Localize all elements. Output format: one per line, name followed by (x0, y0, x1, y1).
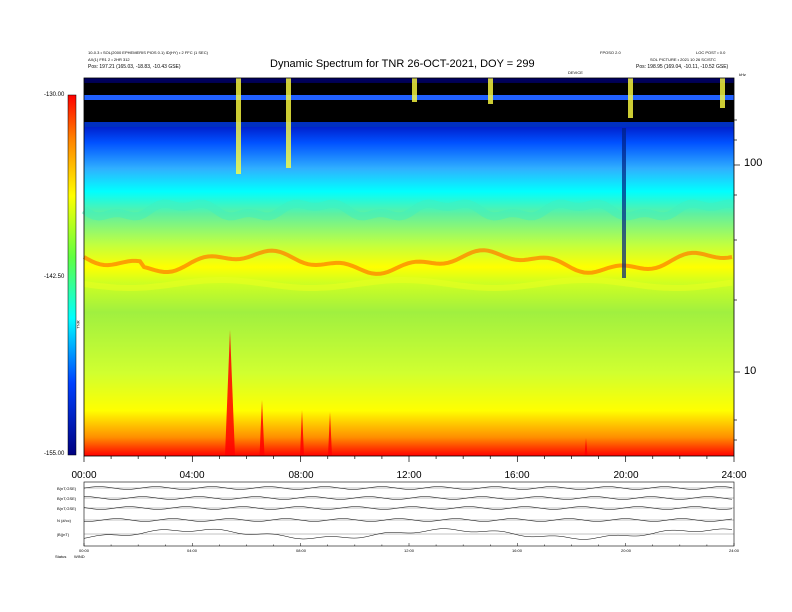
x-tick-label: 04:00 (179, 470, 205, 481)
blue-band (84, 95, 734, 100)
header-position-left: Pos: 197.21 (165.03, -18.83, -10.43 GSE) (88, 64, 181, 70)
bottom-x-tick-label: 08:00 (295, 548, 307, 553)
bottom-x-tick-label: 16:00 (511, 548, 523, 553)
burst-feature (488, 78, 493, 104)
panel-label: |B|(nT) (57, 532, 70, 537)
panel-series-line (84, 496, 733, 500)
x-tick-label: 24:00 (721, 470, 747, 481)
colorbar-tick-label: -155.00 (44, 451, 65, 457)
red-spike (328, 412, 332, 456)
status-value: WIND (74, 554, 85, 559)
red-spike (300, 410, 304, 456)
colorbar-gradient (68, 95, 76, 455)
header-position-right: Pos: 198.95 (169.04, -10.11, -10.52 GSE) (636, 64, 729, 70)
status-label: Status (55, 554, 67, 559)
panel-series-line (83, 486, 733, 490)
dark-streak (622, 128, 626, 278)
x-tick-label: 20:00 (613, 470, 639, 481)
burst-feature (628, 78, 633, 118)
bottom-x-tick-label: 12:00 (403, 548, 415, 553)
burst-feature (720, 78, 725, 108)
x-tick-label: 00:00 (71, 470, 97, 481)
bottom-x-tick-label: 04:00 (186, 548, 198, 553)
x-tick-label: 16:00 (504, 470, 530, 481)
bottom-x-tick-label: 24:00 (728, 548, 740, 553)
spectrogram-layer (81, 78, 735, 456)
red-spike (584, 438, 588, 456)
header-info-right-2: SOL PICTURE • 2021 10 26 SC/STC (650, 57, 716, 62)
panel-series-line (83, 528, 733, 540)
header-info-right-loc: LOC POST • 0.0 (696, 50, 726, 55)
red-spike (259, 400, 265, 456)
blue-band (84, 122, 734, 127)
burst-feature (286, 78, 291, 168)
header-info-left-1: 10-0.3 • SOL(2000 EPHEMERIS PIOS 0.1) ID… (88, 50, 208, 55)
colorbar-frame (67, 94, 77, 456)
red-spike (225, 330, 235, 456)
header-info-right-mid: FPOSO 2.0 (600, 50, 621, 55)
bottom-panels (83, 481, 735, 547)
bottom-x-tick-label: 00:00 (78, 548, 90, 553)
panel-series-line (83, 518, 733, 522)
panel-label: B(nT,GSE) (57, 506, 77, 511)
y-tick-label: 10 (744, 365, 757, 377)
colorbar (67, 94, 77, 456)
bottom-x-tick-label: 20:00 (620, 548, 632, 553)
y-tick-label: 100 (744, 157, 763, 169)
x-tick-label: 12:00 (396, 470, 422, 481)
header-info-left-2: AX(1) FR1 2 • 2HR 312 (88, 57, 130, 62)
dark-band (84, 83, 734, 95)
bottom-panel-frame (83, 481, 735, 547)
panel-label: N (#/cc) (57, 518, 71, 523)
dark-band (84, 100, 734, 122)
panel-series-line (83, 506, 733, 510)
burst-feature (412, 78, 417, 102)
chart-title: Dynamic Spectrum for TNR 26-OCT-2021, DO… (270, 58, 535, 70)
panel-label: B(nT,GSE) (57, 496, 77, 501)
colorbar-tick-label: -130.00 (44, 92, 65, 98)
axes-layer (83, 77, 740, 462)
yellow-band (83, 277, 733, 291)
x-tick-label: 08:00 (288, 470, 314, 481)
panel-label: B(nT,GSE) (57, 486, 77, 491)
colorbar-tick-label: -142.50 (44, 274, 65, 280)
header-center-device: DEVICE (568, 70, 583, 75)
header-corner-tag: kHz (739, 72, 746, 77)
burst-feature (236, 78, 241, 174)
